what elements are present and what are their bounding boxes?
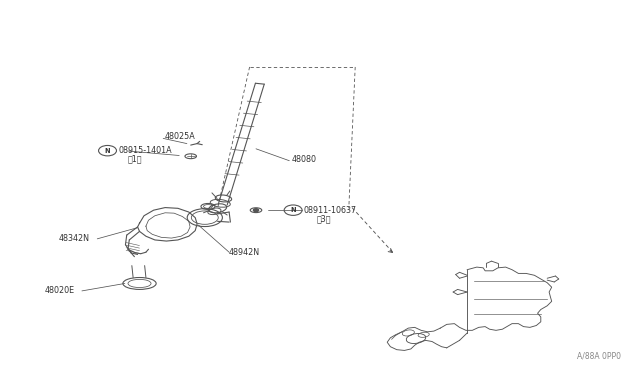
Text: 48025A: 48025A [165, 132, 196, 141]
Text: N: N [105, 148, 110, 154]
Text: A/88A 0PP0: A/88A 0PP0 [577, 352, 621, 361]
Text: 〈3〉: 〈3〉 [317, 214, 332, 223]
Text: 48342N: 48342N [59, 234, 90, 243]
Circle shape [253, 209, 259, 212]
Text: 48942N: 48942N [229, 248, 260, 257]
Text: 〈1〉: 〈1〉 [128, 154, 143, 163]
Text: 08911-10637: 08911-10637 [304, 206, 357, 215]
Text: 48080: 48080 [291, 155, 316, 164]
Text: N: N [291, 207, 296, 213]
Text: 08915-1401A: 08915-1401A [118, 146, 172, 155]
Text: 48020E: 48020E [45, 286, 75, 295]
